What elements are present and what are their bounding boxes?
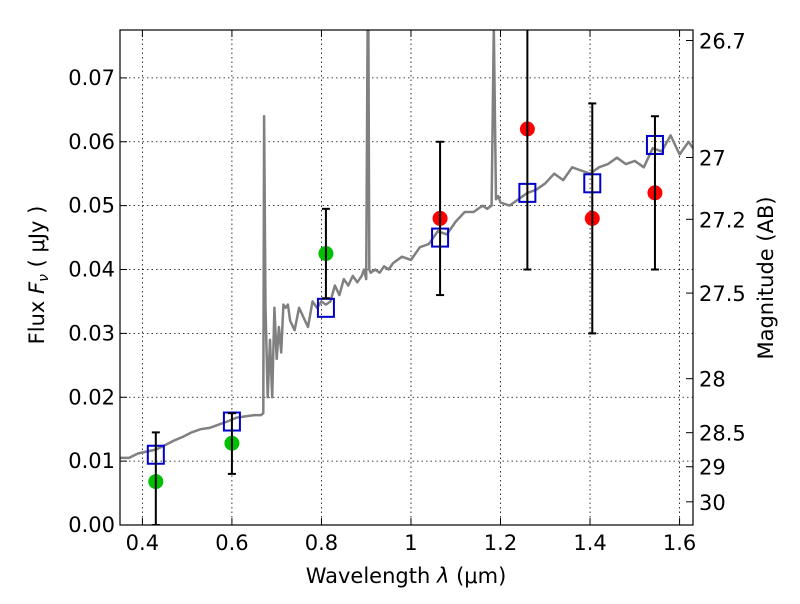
x-axis-label: Wavelength λ (μm)	[306, 564, 507, 588]
right-tick-label: 29	[699, 456, 726, 480]
x-tick-label: 0.8	[305, 531, 338, 555]
right-tick-label: 27	[699, 146, 726, 170]
x-tick-label: 1.4	[573, 531, 606, 555]
right-axis-label: Magnitude (AB)	[754, 196, 778, 359]
y-axis-label: Flux Fν ( μJy )	[25, 206, 52, 345]
y-tick-label: 0.00	[68, 513, 115, 537]
y-tick-label: 0.04	[68, 258, 115, 282]
right-tick-label: 27.5	[699, 282, 746, 306]
x-tick-label: 1	[404, 531, 417, 555]
grid	[120, 30, 693, 526]
right-tick-label: 30	[699, 491, 726, 515]
y-tick-label: 0.02	[68, 385, 115, 409]
x-tick-label: 1.2	[484, 531, 517, 555]
right-tick-label: 27.2	[699, 208, 746, 232]
right-tick-label: 26.7	[699, 29, 746, 53]
x-tick-label: 0.6	[215, 531, 248, 555]
x-tick-label: 1.6	[663, 531, 696, 555]
y-tick-label: 0.03	[68, 321, 115, 345]
right-tick-label: 28.5	[699, 422, 746, 446]
y-tick-label: 0.05	[68, 194, 115, 218]
spectrum-line	[120, 30, 693, 460]
y-tick-label: 0.07	[68, 66, 115, 90]
y-tick-label: 0.06	[68, 130, 115, 154]
right-tick-label: 28	[699, 368, 726, 392]
plot-area	[120, 30, 693, 525]
y-tick-label: 0.01	[68, 449, 115, 473]
x-tick-label: 0.4	[126, 531, 159, 555]
ticks: 0.4 0.6 0.8 1 1.2 1.4 1.6 0.00 0.01 0.02 0.03 0.04 0…	[68, 29, 746, 555]
plot-frame	[119, 29, 694, 526]
